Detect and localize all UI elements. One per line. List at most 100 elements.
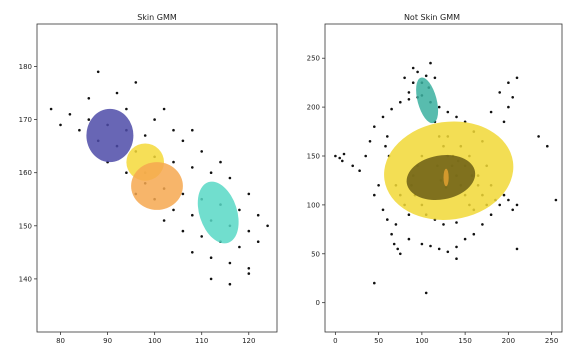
- data-point: [446, 110, 450, 114]
- data-point: [153, 118, 156, 121]
- x-tick-label: 200: [502, 337, 515, 345]
- x-tick-label: 150: [458, 337, 471, 345]
- data-point: [368, 140, 372, 143]
- data-point: [377, 184, 380, 187]
- data-point: [373, 281, 376, 285]
- data-point: [209, 277, 213, 281]
- data-point: [446, 250, 450, 254]
- y-tick-label: 100: [307, 201, 320, 209]
- data-point: [238, 245, 241, 249]
- data-point: [381, 115, 385, 119]
- data-point: [181, 139, 185, 143]
- y-tick-label: 200: [307, 104, 320, 112]
- data-point: [424, 74, 428, 78]
- x-tick-label: 110: [195, 337, 208, 345]
- gmm-component-ellipse: [131, 162, 183, 210]
- data-point: [266, 224, 269, 228]
- data-point: [209, 256, 213, 260]
- axes-frame: [324, 23, 563, 333]
- data-point: [162, 107, 166, 111]
- data-point: [238, 208, 241, 212]
- data-point: [373, 125, 376, 128]
- y-tick-label: 170: [19, 116, 32, 124]
- data-point: [390, 107, 393, 111]
- not-skin-gmm-title: Not Skin GMM: [404, 13, 460, 22]
- x-tick-label: 100: [415, 337, 428, 345]
- data-point: [341, 159, 344, 163]
- data-point: [181, 192, 185, 196]
- data-point: [200, 235, 203, 238]
- data-point: [247, 192, 251, 196]
- data-point: [515, 203, 519, 207]
- data-point: [433, 76, 437, 80]
- data-point: [78, 128, 81, 132]
- data-point: [125, 107, 128, 111]
- gmm-component-ellipse: [443, 168, 449, 187]
- gmm-component-ellipse: [416, 77, 439, 124]
- data-point: [87, 118, 91, 121]
- data-point: [403, 76, 406, 80]
- data-point: [134, 81, 138, 84]
- data-point: [437, 105, 441, 109]
- data-point: [342, 152, 346, 156]
- data-point: [392, 242, 396, 246]
- x-tick-label: 50: [374, 337, 383, 345]
- data-point: [172, 208, 175, 212]
- data-point: [68, 113, 72, 116]
- data-point: [455, 245, 458, 249]
- data-point: [463, 237, 467, 241]
- x-tick-label: 0: [333, 337, 337, 345]
- data-point: [411, 66, 415, 70]
- data-point: [59, 123, 62, 127]
- data-point: [373, 193, 376, 197]
- data-point: [381, 208, 385, 212]
- data-point: [162, 219, 166, 222]
- data-point: [502, 193, 506, 197]
- data-point: [191, 166, 194, 169]
- data-point: [390, 232, 393, 236]
- y-tick-label: 160: [19, 169, 32, 177]
- data-point: [172, 160, 175, 164]
- data-point: [384, 144, 387, 148]
- data-point: [489, 110, 493, 114]
- data-point: [87, 97, 91, 100]
- data-point: [115, 91, 119, 95]
- data-point: [364, 154, 368, 158]
- data-point: [429, 61, 432, 65]
- data-point: [481, 223, 484, 226]
- data-point: [411, 81, 415, 84]
- data-point: [554, 198, 558, 202]
- x-tick-label: 120: [242, 337, 255, 345]
- data-point: [455, 257, 458, 261]
- y-tick-label: 140: [19, 275, 32, 283]
- data-point: [455, 115, 458, 119]
- data-point: [498, 91, 502, 94]
- data-point: [394, 223, 398, 226]
- skin-gmm-panel: Skin GMM 80 90 100 110 120 140 150 160 170 180: [19, 13, 278, 345]
- gmm-component-ellipse: [197, 181, 239, 244]
- not-skin-gmm-plot-area: 0 50 100 150 200 250 0 50 100 150 200 250: [307, 23, 563, 345]
- data-point: [219, 160, 222, 164]
- x-tick-label: 80: [56, 337, 65, 345]
- data-point: [424, 291, 428, 295]
- skin-gmm-title: Skin GMM: [137, 13, 177, 22]
- y-tick-label: 250: [307, 55, 320, 63]
- not-skin-gmm-panel: Not Skin GMM 0 50 100 150 200 250 0 50 100 150 200…: [307, 13, 563, 345]
- data-point: [442, 223, 445, 226]
- gmm-component-ellipse: [406, 155, 476, 200]
- data-point: [407, 237, 411, 241]
- data-point: [511, 208, 514, 212]
- data-point: [351, 164, 355, 168]
- data-point: [200, 150, 203, 153]
- data-point: [407, 98, 411, 101]
- gmm-component-ellipse: [86, 108, 134, 163]
- data-point: [537, 135, 540, 138]
- data-point: [96, 70, 100, 74]
- y-tick-label: 180: [19, 63, 32, 71]
- data-point: [437, 247, 441, 251]
- x-tick-label: 100: [148, 337, 161, 345]
- data-point: [209, 171, 213, 174]
- y-tick-label: 0: [316, 299, 320, 307]
- y-tick-label: 150: [307, 153, 320, 161]
